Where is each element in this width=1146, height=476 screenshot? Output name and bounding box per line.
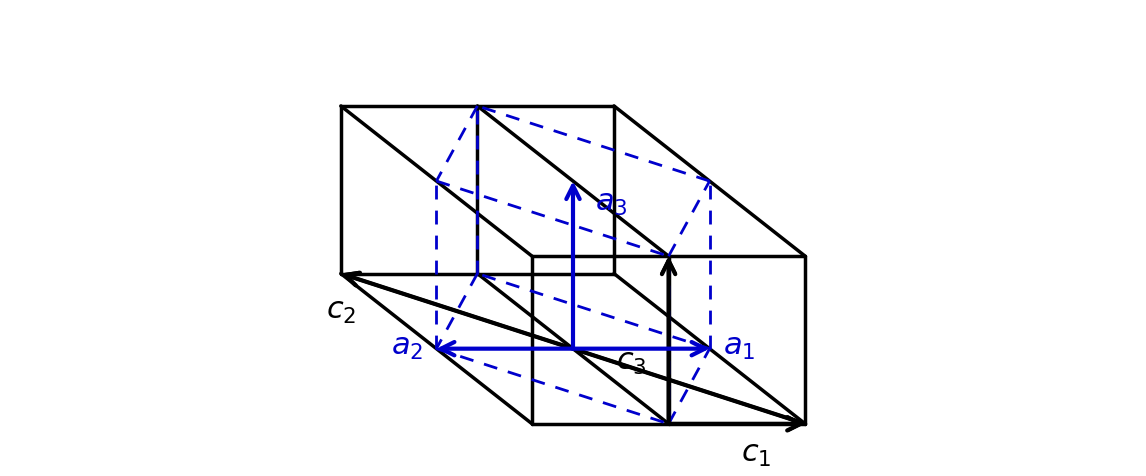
Text: $\mathbf{\mathit{c_1}}$: $\mathbf{\mathit{c_1}}$ bbox=[740, 437, 771, 468]
Text: $\mathbf{\mathit{a_1}}$: $\mathbf{\mathit{a_1}}$ bbox=[723, 330, 755, 361]
Text: $\mathbf{\mathit{c_3}}$: $\mathbf{\mathit{c_3}}$ bbox=[617, 345, 646, 376]
Text: $\mathbf{\mathit{c_2}}$: $\mathbf{\mathit{c_2}}$ bbox=[325, 294, 356, 325]
Text: $\mathbf{\mathit{a_3}}$: $\mathbf{\mathit{a_3}}$ bbox=[595, 186, 628, 217]
Text: $\mathbf{\mathit{a_2}}$: $\mathbf{\mathit{a_2}}$ bbox=[391, 330, 423, 361]
